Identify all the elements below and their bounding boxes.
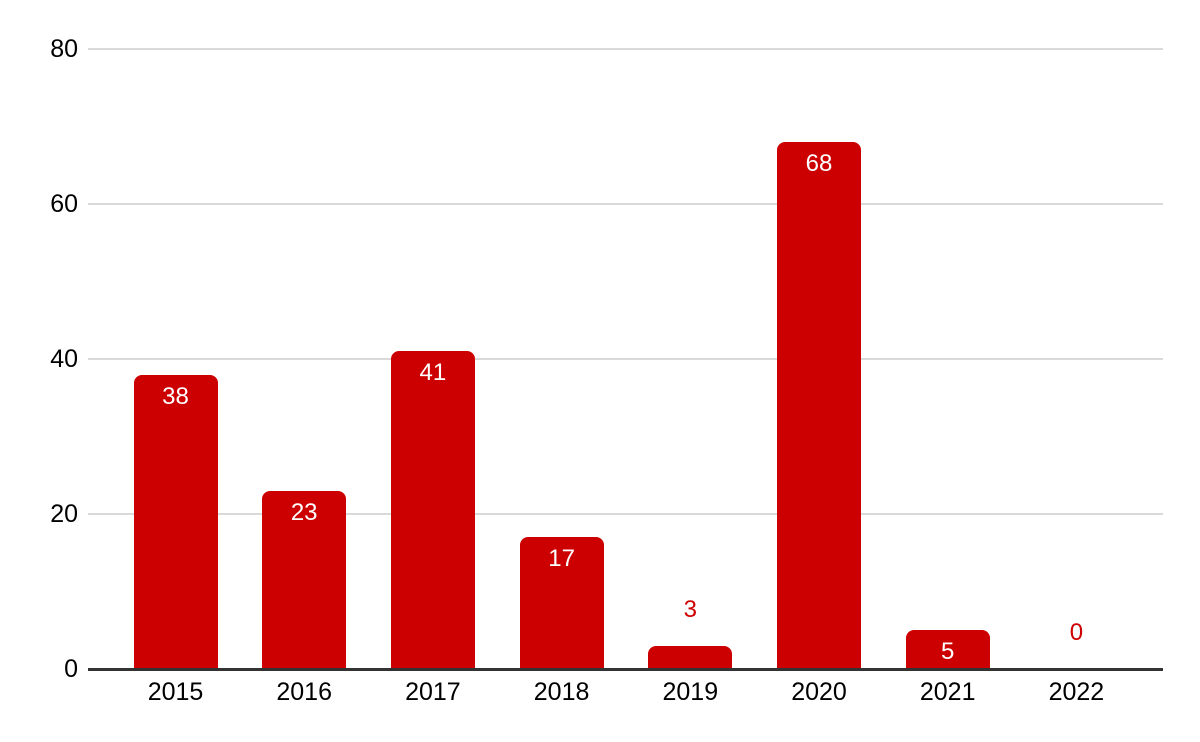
x-tick-label: 2020: [791, 678, 847, 706]
y-tick-label: 80: [50, 34, 78, 63]
bar-value-label: 38: [162, 382, 189, 410]
bar-2015: [133, 374, 218, 669]
gridline: [88, 203, 1163, 205]
x-tick-label: 2015: [147, 678, 204, 706]
x-tick-label: 2016: [276, 678, 332, 706]
bar-2017: [390, 351, 475, 669]
x-tick-label: 2017: [405, 678, 461, 706]
x-tick-label: 2021: [919, 678, 976, 706]
y-tick-label: 20: [50, 499, 78, 528]
bar-2018: [519, 537, 604, 669]
bar-2021: [905, 630, 990, 669]
bar-value-label: 41: [419, 359, 447, 387]
gridline: [88, 48, 1163, 50]
bar-value-label: 0: [1069, 619, 1084, 646]
y-tick-label: 0: [64, 654, 78, 683]
y-tick-label: 60: [50, 189, 78, 218]
gridline: [88, 358, 1163, 360]
bar-value-label: 5: [941, 638, 955, 666]
x-tick-label: 2022: [1048, 678, 1105, 706]
bar-value-label: 17: [548, 545, 575, 573]
bar-value-label: 23: [290, 498, 318, 526]
y-tick-label: 40: [50, 344, 78, 373]
bar-value-label: 3: [683, 595, 697, 623]
bar-2020: [777, 142, 861, 669]
bar-2019: [648, 645, 733, 669]
x-tick-label: 2018: [533, 678, 590, 706]
bar-value-label: 68: [805, 150, 833, 177]
bar-2016: [262, 490, 347, 669]
x-tick-label: 2019: [662, 678, 719, 706]
x-axis-line: [88, 667, 1163, 671]
gridline: [88, 513, 1163, 515]
